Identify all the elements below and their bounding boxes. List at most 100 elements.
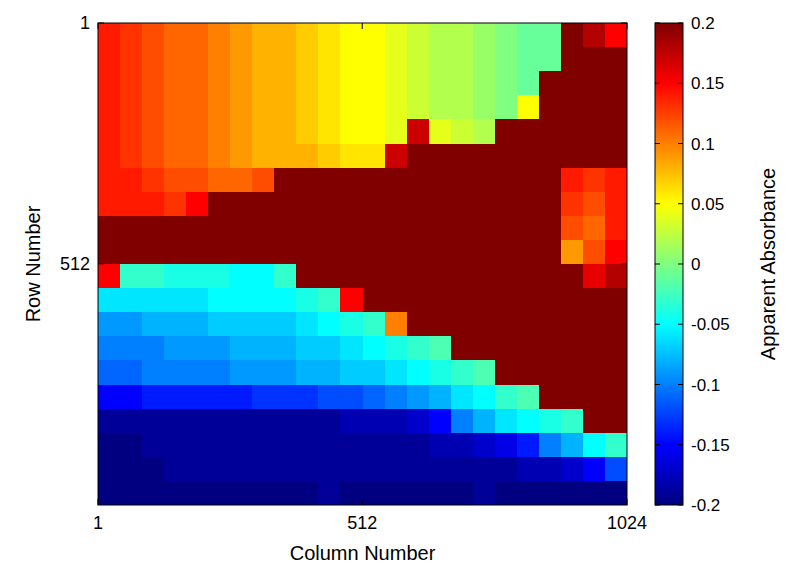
heat-cell — [120, 481, 143, 505]
heat-cell — [451, 264, 474, 289]
heat-cell — [473, 264, 496, 289]
colorbar-tick-label: -0.05 — [691, 315, 730, 334]
heat-cell — [252, 385, 275, 410]
heat-cell — [208, 336, 231, 361]
heat-cell — [473, 360, 496, 385]
heat-cell — [252, 288, 275, 313]
heat-cell — [363, 385, 386, 410]
heat-cell — [407, 288, 430, 313]
heat-cell — [98, 312, 121, 337]
heat-cell — [363, 409, 386, 434]
heat-cell — [98, 47, 121, 72]
heat-cell — [142, 119, 165, 144]
colorbar-tick — [678, 203, 683, 204]
heat-cell — [385, 481, 408, 505]
heat-cell — [340, 385, 363, 410]
colorbar-tick — [678, 505, 683, 506]
heat-cell — [208, 168, 231, 193]
heat-cell — [385, 312, 408, 337]
heat-cell — [473, 23, 496, 48]
colorbar-tick — [678, 384, 683, 385]
heat-cell — [98, 288, 121, 313]
heat-cell — [318, 23, 341, 48]
heat-cell — [296, 385, 319, 410]
heat-cell — [363, 47, 386, 72]
heat-cell — [583, 409, 606, 434]
heat-cell — [407, 168, 430, 193]
heat-cell — [583, 47, 606, 72]
heat-cell — [164, 433, 187, 458]
heat-cell — [318, 216, 341, 241]
heat-cell — [429, 23, 452, 48]
heat-cell — [363, 119, 386, 144]
heat-cell — [517, 385, 540, 410]
heat-cell — [186, 168, 209, 193]
heat-cell — [274, 433, 297, 458]
heat-cell — [363, 264, 386, 289]
heat-cell — [363, 457, 386, 482]
heat-cell — [363, 360, 386, 385]
heat-cell — [605, 216, 627, 241]
heat-cell — [230, 119, 253, 144]
heat-cell — [98, 216, 121, 241]
heat-cell — [407, 457, 430, 482]
heat-cell — [340, 240, 363, 265]
heat-cell — [186, 119, 209, 144]
heat-cell — [318, 481, 341, 505]
heat-cell — [517, 288, 540, 313]
heat-cell — [539, 312, 562, 337]
heat-cell — [605, 119, 627, 144]
heat-cell — [583, 240, 606, 265]
heat-cell — [142, 409, 165, 434]
heat-cell — [385, 336, 408, 361]
heat-cell — [296, 288, 319, 313]
heat-cell — [98, 168, 121, 193]
heat-cell — [164, 264, 187, 289]
heat-cell — [208, 23, 231, 48]
heat-cell — [318, 264, 341, 289]
heat-cell — [208, 457, 231, 482]
heat-cell — [164, 95, 187, 120]
heat-cell — [429, 288, 452, 313]
heat-cell — [451, 481, 474, 505]
heat-cell — [142, 385, 165, 410]
heat-cell — [583, 192, 606, 217]
heat-cell — [120, 433, 143, 458]
heat-cell — [583, 216, 606, 241]
heat-cell — [451, 144, 474, 169]
heat-cell — [429, 144, 452, 169]
y-tick-label: 512 — [60, 254, 90, 274]
heat-cell — [517, 481, 540, 505]
heat-cell — [340, 23, 363, 48]
heat-cell — [451, 47, 474, 72]
colorbar-tick — [655, 83, 660, 84]
heat-cell — [318, 288, 341, 313]
heat-cell — [340, 312, 363, 337]
heat-cell — [230, 264, 253, 289]
heat-cell — [340, 144, 363, 169]
heat-cell — [561, 216, 584, 241]
heat-cell — [539, 360, 562, 385]
heat-cell — [429, 47, 452, 72]
heat-cell — [164, 192, 187, 217]
heat-cell — [164, 119, 187, 144]
heat-cell — [495, 360, 518, 385]
heat-cell — [296, 264, 319, 289]
heat-cell — [429, 216, 452, 241]
heat-cell — [495, 216, 518, 241]
heat-cell — [429, 312, 452, 337]
heat-cell — [318, 360, 341, 385]
heat-cell — [517, 240, 540, 265]
heat-cell — [98, 144, 121, 169]
heat-cell — [451, 288, 474, 313]
heat-cell — [517, 192, 540, 217]
heat-cell — [296, 240, 319, 265]
heat-cell — [252, 47, 275, 72]
heat-cell — [208, 71, 231, 96]
heat-cell — [296, 433, 319, 458]
heat-cell — [230, 144, 253, 169]
heat-cell — [539, 47, 562, 72]
heat-cell — [451, 360, 474, 385]
heat-cell — [186, 288, 209, 313]
heat-cell — [605, 240, 627, 265]
